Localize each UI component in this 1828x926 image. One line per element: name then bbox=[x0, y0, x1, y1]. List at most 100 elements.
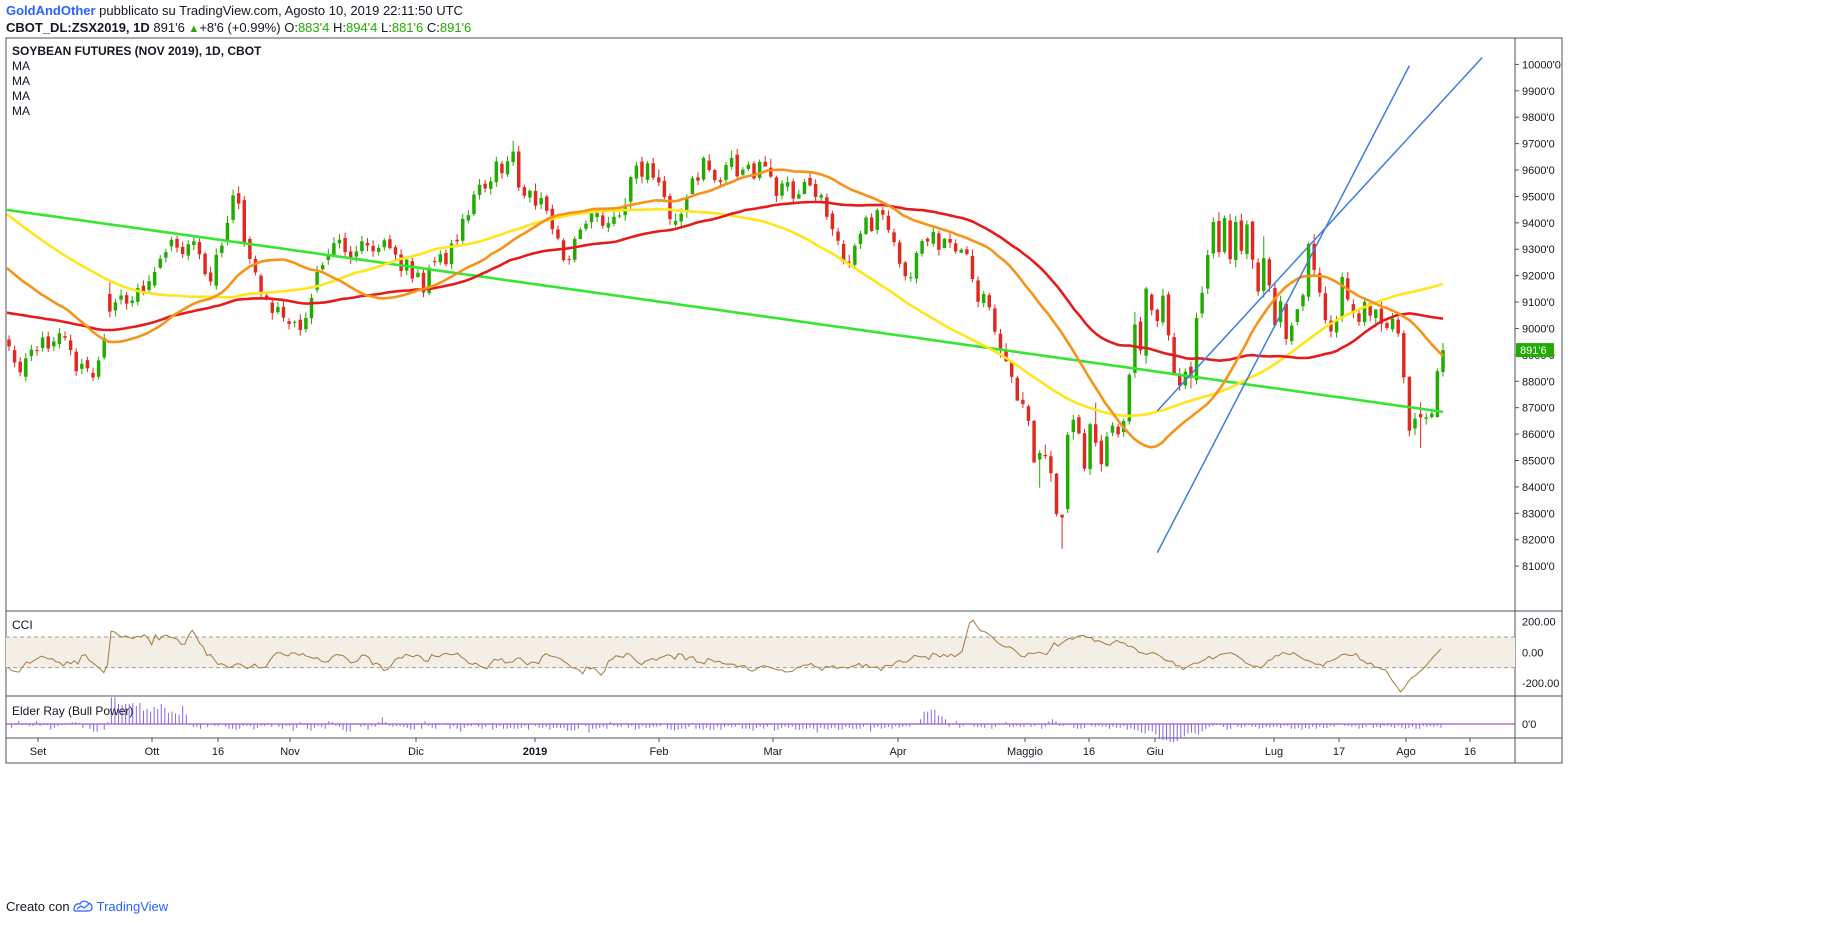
candle-body bbox=[937, 233, 941, 250]
candle-body bbox=[1323, 293, 1328, 321]
candle bbox=[421, 268, 426, 298]
candle-body bbox=[141, 285, 146, 293]
candle bbox=[1385, 321, 1389, 331]
candle bbox=[24, 353, 28, 382]
candle bbox=[662, 176, 667, 200]
candle bbox=[735, 148, 739, 180]
candle-body bbox=[432, 261, 437, 263]
ma-long-line bbox=[6, 208, 1444, 414]
candle-body bbox=[774, 177, 779, 196]
last-price: 891'6 bbox=[153, 20, 185, 35]
candle bbox=[253, 255, 258, 276]
candle-body bbox=[253, 259, 258, 273]
candle bbox=[1155, 308, 1160, 328]
candle bbox=[690, 176, 695, 195]
candle-body bbox=[12, 350, 17, 363]
created-with-text: Creato con bbox=[6, 899, 70, 914]
close-label: C: bbox=[426, 20, 440, 35]
candle-body bbox=[1088, 424, 1092, 469]
candle bbox=[85, 356, 90, 373]
candle-body bbox=[225, 222, 230, 241]
candle bbox=[270, 297, 275, 320]
candle bbox=[1211, 217, 1216, 259]
candle bbox=[802, 179, 807, 195]
candle bbox=[1043, 444, 1048, 459]
candle-body bbox=[847, 261, 851, 263]
candle-body bbox=[875, 210, 879, 230]
ma-fast-line bbox=[6, 168, 1444, 449]
candle bbox=[96, 356, 101, 380]
candle-body bbox=[629, 177, 633, 202]
tradingview-link[interactable]: TradingView bbox=[96, 899, 169, 914]
candle-body bbox=[292, 321, 297, 323]
candle-body bbox=[1222, 218, 1227, 252]
candle bbox=[12, 345, 17, 368]
candle bbox=[897, 239, 902, 268]
candle bbox=[981, 290, 986, 308]
candle bbox=[892, 228, 896, 247]
candle bbox=[830, 210, 835, 236]
candle bbox=[102, 333, 106, 360]
cci-band bbox=[6, 637, 1515, 668]
candle bbox=[914, 251, 919, 284]
candle-body bbox=[1340, 276, 1344, 319]
candle-body bbox=[1161, 295, 1165, 323]
candle bbox=[63, 331, 67, 341]
candle-body bbox=[763, 161, 767, 167]
candle-body bbox=[769, 167, 773, 177]
candle-body bbox=[651, 163, 655, 178]
candle-body bbox=[903, 262, 907, 277]
candle bbox=[466, 210, 471, 224]
candle-body bbox=[830, 213, 835, 230]
candle bbox=[1009, 361, 1014, 383]
candle bbox=[987, 292, 992, 311]
price-tick-label: 8500'0 bbox=[1522, 455, 1555, 467]
candle bbox=[180, 241, 185, 259]
candle bbox=[1295, 308, 1300, 326]
candle bbox=[869, 213, 874, 232]
candle-body bbox=[276, 307, 280, 313]
candle-body bbox=[287, 321, 291, 324]
candle-body bbox=[124, 295, 129, 304]
candle-body bbox=[785, 182, 790, 187]
time-axis-label: Nov bbox=[280, 746, 300, 758]
candle bbox=[80, 358, 84, 375]
candle bbox=[1071, 414, 1076, 440]
candle-body bbox=[640, 161, 644, 177]
candle-body bbox=[186, 244, 190, 256]
candle bbox=[1077, 414, 1081, 435]
candle bbox=[881, 206, 885, 220]
footer: Creato con TradingView bbox=[6, 899, 168, 914]
author-link[interactable]: GoldAndOther bbox=[6, 3, 96, 18]
candle bbox=[298, 314, 303, 336]
candle-body bbox=[29, 349, 34, 356]
price-tick-label: 9200'0 bbox=[1522, 271, 1555, 283]
candle bbox=[864, 215, 868, 235]
candle-body bbox=[1166, 294, 1171, 336]
candle-body bbox=[925, 238, 930, 242]
candle-body bbox=[472, 194, 476, 215]
candle-body bbox=[545, 196, 549, 211]
candle bbox=[853, 243, 857, 267]
candle bbox=[511, 140, 515, 166]
low-value: 881'6 bbox=[391, 20, 424, 35]
candle-body bbox=[679, 213, 683, 222]
candle bbox=[292, 320, 297, 328]
candle bbox=[444, 249, 448, 267]
candle bbox=[584, 220, 588, 232]
candle-body bbox=[1093, 424, 1098, 443]
candle bbox=[130, 295, 134, 307]
candle bbox=[741, 167, 745, 176]
candle-body bbox=[589, 213, 594, 223]
candle-body bbox=[780, 183, 784, 196]
candle bbox=[46, 331, 50, 353]
candle bbox=[1149, 293, 1154, 316]
price-tick-label: 9000'0 bbox=[1522, 323, 1555, 335]
candle-body bbox=[365, 242, 370, 246]
candle bbox=[18, 357, 22, 377]
candle-body bbox=[231, 195, 235, 220]
candle-body bbox=[1256, 262, 1260, 292]
candle-body bbox=[449, 243, 454, 265]
candle-body bbox=[533, 190, 538, 206]
